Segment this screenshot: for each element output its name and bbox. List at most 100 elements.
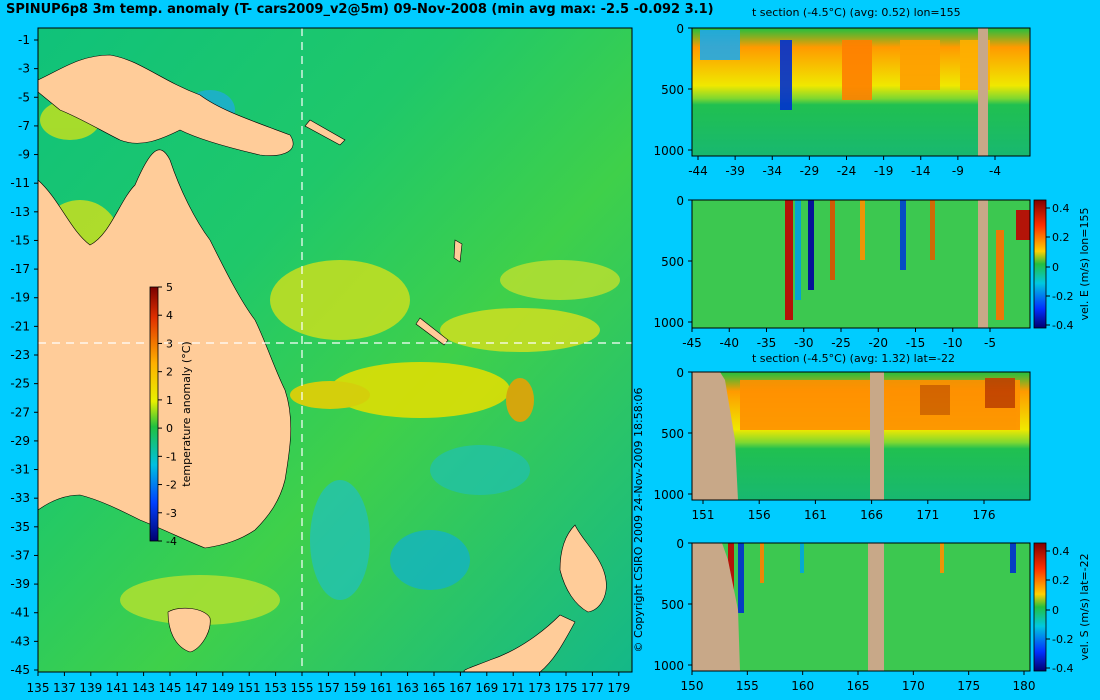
panel1-frame: [691, 27, 1031, 157]
map-panel: 135 137 139 141 143 145 147 149 151 153 155 157 159 1…: [10, 27, 645, 695]
panel-x-tick-label: -34: [762, 164, 782, 178]
panel4-land-mask-west: [692, 543, 740, 671]
colorbar-tick-label: -0.4: [1052, 662, 1073, 675]
colorbar-tick-label: 0.2: [1052, 574, 1070, 587]
panel-x-tick-label: 165: [847, 679, 870, 693]
solomon-islands: [304, 119, 346, 146]
panel-x-tick-label: -9: [952, 164, 964, 178]
warm-anomaly-patches: [40, 100, 620, 625]
land-masses: [37, 54, 607, 673]
panel-x-tick-label: 175: [957, 679, 980, 693]
colorbar-tick-label: -0.2: [1052, 633, 1073, 646]
map-lat-tick-label: -3: [18, 62, 30, 76]
new-guinea-landmass: [37, 54, 294, 156]
temperature-colorbar-tick-label: 3: [166, 337, 173, 350]
panel-x-tick-label: -29: [800, 164, 820, 178]
map-lon-tick-label: 177: [581, 681, 604, 695]
panel-x-tick-label: -45: [682, 336, 702, 350]
map-lat-tick-label: -33: [10, 491, 30, 505]
panel-x-tick-label: -40: [719, 336, 739, 350]
vanuatu-islands: [453, 239, 463, 263]
panel-x-tick-label: -24: [837, 164, 857, 178]
map-lat-tick-label: -37: [10, 548, 30, 562]
colorbar-tick-label: 0: [1052, 261, 1059, 274]
map-lat-tick-label: -45: [10, 663, 30, 677]
panel-x-tick-label: -44: [688, 164, 708, 178]
panel-x-tick-label: 151: [692, 508, 715, 522]
map-lat-tick-label: -25: [10, 377, 30, 391]
panel-y-tick-label: 1000: [653, 659, 684, 673]
panel4-colorbar: [1033, 542, 1047, 672]
panel-x-tick-label: -14: [911, 164, 931, 178]
panel-y-tick-label: 1000: [653, 488, 684, 502]
cool-anomaly-patches: [185, 90, 530, 600]
panel-y-tick-label: 0: [676, 22, 684, 36]
map-lat-tick-label: -19: [10, 291, 30, 305]
new-caledonia-landmass: [415, 317, 449, 346]
map-frame: [37, 27, 633, 673]
map-lat-tick-label: -11: [10, 176, 30, 190]
map-lat-tick-label: -31: [10, 463, 30, 477]
panel3-section: 151 156 161 166 171 176 0 500 1000: [653, 366, 1031, 522]
map-lon-tick-label: 171: [502, 681, 525, 695]
map-lat-tick-label: -23: [10, 348, 30, 362]
panel-x-tick-label: -39: [725, 164, 745, 178]
map-lat-tick-label: -5: [18, 90, 30, 104]
panel-x-tick-label: 180: [1013, 679, 1036, 693]
temperature-colorbar-tick-label: -1: [166, 450, 177, 463]
panel-x-tick-label: 171: [916, 508, 939, 522]
panel-y-tick-label: 500: [661, 83, 684, 97]
panel-y-tick-label: 500: [661, 255, 684, 269]
colorbar-tick-label: 0: [1052, 604, 1059, 617]
map-lat-tick-label: -17: [10, 262, 30, 276]
panel2-land-mask: [978, 200, 988, 328]
panel4-land-mask: [868, 543, 884, 671]
temperature-colorbar-tick-label: -3: [166, 507, 177, 520]
map-lon-tick-label: 151: [238, 681, 261, 695]
map-lon-tick-label: 145: [159, 681, 182, 695]
panel-x-tick-label: -20: [868, 336, 888, 350]
panel-x-tick-label: -25: [831, 336, 851, 350]
temperature-colorbar-tick-label: 2: [166, 366, 173, 379]
temperature-colorbar: [149, 286, 159, 542]
map-lon-tick-label: 165: [423, 681, 446, 695]
panel3-title: t section (-4.5°C) (avg: 1.32) lat=-22: [752, 352, 955, 365]
tasmania-landmass: [167, 607, 211, 653]
panel-x-tick-label: -5: [984, 336, 996, 350]
map-lon-tick-label: 153: [264, 681, 287, 695]
panel1-section: -44 -39 -34 -29 -24 -19 -14 -9 -4 0 500 1000: [653, 22, 1031, 178]
figure-title: SPINUP6p8 3m temp. anomaly (T- cars2009_…: [6, 2, 714, 17]
panel-y-tick-label: 1000: [653, 144, 684, 158]
map-lat-tick-label: -29: [10, 434, 30, 448]
copyright-label: © Copyright CSIRO 2009 24-Nov-2009 18:58…: [632, 388, 645, 653]
panel-x-tick-label: 155: [736, 679, 759, 693]
panel1-land-mask: [978, 28, 988, 156]
map-lon-tick-label: 141: [106, 681, 129, 695]
new-zealand-north-landmass: [559, 524, 607, 613]
map-lat-tick-label: -15: [10, 233, 30, 247]
colorbar-tick-label: -0.2: [1052, 290, 1073, 303]
map-lon-tick-label: 159: [343, 681, 366, 695]
map-lon-tick-label: 135: [27, 681, 50, 695]
map-lon-tick-label: 179: [607, 681, 630, 695]
panel-y-tick-label: 500: [661, 598, 684, 612]
map-lat-tick-label: -9: [18, 148, 30, 162]
map-lat-tick-label: -7: [18, 119, 30, 133]
map-lon-tick-label: 169: [475, 681, 498, 695]
map-lon-tick-label: 173: [528, 681, 551, 695]
colorbar-tick-label: 0.4: [1052, 545, 1070, 558]
panel-x-tick-label: -35: [757, 336, 777, 350]
temperature-colorbar-tick-label: 5: [166, 281, 173, 294]
temperature-colorbar-tick-label: 4: [166, 309, 173, 322]
temperature-colorbar-tick-label: -4: [166, 535, 177, 548]
panel-y-tick-label: 0: [676, 537, 684, 551]
panel1-title: t section (-4.5°C) (avg: 0.52) lon=155: [752, 6, 961, 19]
panel3-land-mask-west: [692, 372, 738, 500]
colorbar-tick-label: -0.4: [1052, 319, 1073, 332]
panel-y-tick-label: 0: [676, 194, 684, 208]
map-lon-ticks: 135 137 139 141 143 145 147 149 151 153 155 157 159 1…: [27, 672, 630, 695]
panel-x-tick-label: 161: [804, 508, 827, 522]
map-lat-tick-label: -13: [10, 205, 30, 219]
panel4-section: 150 155 160 165 170 175 180 0 500 1000 0.4 0.2 0 -0.2…: [653, 537, 1091, 693]
